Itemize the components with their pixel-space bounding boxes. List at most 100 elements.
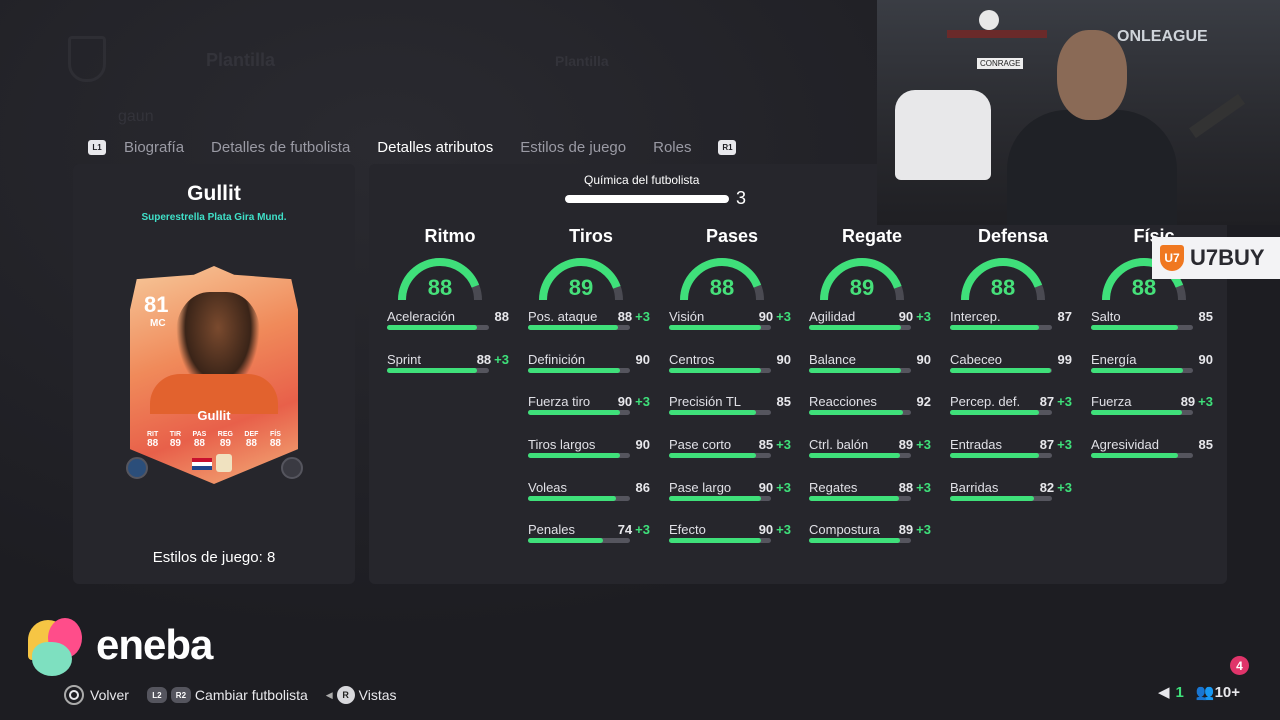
stat-bar-fill	[669, 367, 761, 373]
circle-button-icon[interactable]	[64, 685, 84, 705]
stat-value: 99	[1057, 351, 1072, 367]
party-icon: 👥	[1195, 684, 1215, 701]
stat-bar	[950, 367, 1052, 373]
stat-value: 90 +3	[758, 309, 791, 324]
stat-row: Fuerza tiro 90 +3	[528, 388, 652, 431]
stat-value: 90 +3	[758, 479, 791, 495]
stat-row: Pase largo 90 +3	[669, 474, 793, 517]
stat-bar	[1091, 325, 1193, 330]
netherlands-flag-icon	[192, 458, 212, 470]
stat-bar	[950, 325, 1052, 330]
stat-bar-fill	[528, 453, 620, 459]
background-subtitle: Plantilla	[555, 53, 609, 69]
stat-name: Regates	[809, 479, 858, 495]
stat-bar	[1091, 367, 1193, 373]
stat-bar-fill	[528, 325, 618, 330]
stat-row: Energía 90	[1091, 346, 1215, 389]
category-gauge: 88	[1099, 255, 1189, 303]
chemistry-value: 3	[736, 188, 747, 208]
voice-icon: ◀	[1158, 684, 1170, 701]
stat-name: Salto	[1091, 309, 1121, 324]
stat-name: Penales	[528, 522, 575, 538]
card-rating: 81	[144, 292, 169, 317]
stat-bar	[528, 495, 630, 501]
arrow-left-icon: ◀	[325, 689, 333, 700]
stat-bar	[950, 453, 1052, 459]
chemistry-boost: +3	[1057, 479, 1072, 495]
stat-bar	[809, 495, 911, 501]
card-position: MC	[150, 318, 166, 329]
stat-row: Precisión TL 85	[669, 388, 793, 431]
stat-bar	[669, 495, 771, 501]
stat-bar	[528, 453, 630, 459]
stat-name: Balance	[809, 351, 856, 367]
tab-detalles-futbolista[interactable]: Detalles de futbolista	[211, 138, 351, 156]
tab-roles[interactable]: Roles	[653, 138, 692, 156]
stat-row: Intercep. 87	[950, 303, 1074, 346]
stat-bar-fill	[950, 495, 1034, 501]
card-version: Superestrella Plata Gira Mund.	[141, 212, 287, 223]
stat-bar-fill	[809, 367, 901, 373]
stat-bar	[809, 410, 911, 416]
tab-detalles-atributos[interactable]: Detalles atributos	[377, 138, 494, 156]
stat-bar	[669, 325, 771, 330]
chemistry-boost: +3	[494, 351, 509, 367]
player-card[interactable]: 81 MC Gullit RIT 88 TIR 89 PAS 88 REG 89 DEF…	[130, 266, 298, 484]
category-value: 88	[990, 275, 1016, 300]
tab-biografia[interactable]: Biografía	[124, 138, 185, 156]
stat-name: Centros	[669, 351, 715, 367]
stat-bar-fill	[387, 325, 477, 330]
jersey-on-wall	[895, 90, 991, 180]
stat-row: Barridas 82 +3	[950, 474, 1074, 517]
background-title: Plantilla	[206, 50, 276, 70]
streamer-body	[1007, 110, 1177, 225]
stat-name: Voleas	[528, 479, 568, 495]
views-label[interactable]: Vistas	[358, 687, 397, 703]
stat-bar	[809, 325, 911, 330]
club-badge-icon	[216, 454, 232, 472]
stat-name: Ctrl. balón	[809, 437, 869, 453]
stat-name: Pase largo	[669, 479, 732, 495]
stat-row: Cabeceo 99	[950, 346, 1074, 389]
r1-button-icon[interactable]: R1	[718, 139, 737, 155]
player-card-panel: Gullit Superestrella Plata Gira Mund. 81…	[73, 164, 355, 584]
r-stick-icon[interactable]: R	[336, 686, 355, 704]
r2-button-icon[interactable]: R2	[170, 687, 191, 703]
chemistry-boost: +3	[635, 394, 650, 410]
stat-bar-fill	[809, 495, 899, 501]
category-title: Defensa	[977, 226, 1049, 246]
stat-value: 90	[635, 437, 650, 453]
chemistry-boost: +3	[776, 437, 791, 453]
card-stats: RIT 88 TIR 89 PAS 88 REG 89 DEF 88 FÍS 88	[147, 431, 281, 449]
stat-value: 74 +3	[617, 522, 650, 538]
chemistry-boost: +3	[1057, 394, 1072, 410]
l2-button-icon[interactable]: L2	[146, 687, 167, 703]
stat-value: 90 +3	[758, 522, 791, 538]
stat-name: Intercep.	[950, 309, 1001, 324]
stat-value: 90	[916, 351, 931, 367]
stat-value: 88 +3	[898, 479, 931, 495]
stat-name: Reacciones	[809, 394, 877, 410]
notification-badge[interactable]: 4	[1230, 656, 1249, 675]
stat-name: Precisión TL	[669, 394, 742, 410]
switch-player-label[interactable]: Cambiar futbolista	[194, 687, 308, 703]
tab-estilos-juego[interactable]: Estilos de juego	[520, 138, 627, 156]
stat-bar-fill	[528, 410, 620, 416]
stat-name: Fuerza tiro	[528, 394, 591, 410]
stat-bar	[809, 538, 911, 544]
card-stat: RIT 88	[147, 431, 159, 449]
stat-value: 86	[635, 479, 650, 495]
back-label[interactable]: Volver	[90, 687, 129, 703]
background-username: gaun	[118, 108, 154, 125]
stat-bar	[809, 453, 911, 459]
stat-bar-fill	[528, 495, 616, 501]
stat-name: Fuerza	[1091, 394, 1132, 410]
category-value: 88	[1131, 275, 1157, 300]
stat-row: Balance 90	[809, 346, 933, 389]
stat-bar	[387, 367, 489, 373]
tab-bar: L1 Biografía Detalles de futbolista Deta…	[88, 136, 737, 158]
l1-button-icon[interactable]: L1	[88, 139, 106, 155]
stat-bar-fill	[1091, 325, 1178, 330]
stat-row: Entradas 87 +3	[950, 431, 1074, 474]
category-value: 89	[568, 275, 594, 300]
